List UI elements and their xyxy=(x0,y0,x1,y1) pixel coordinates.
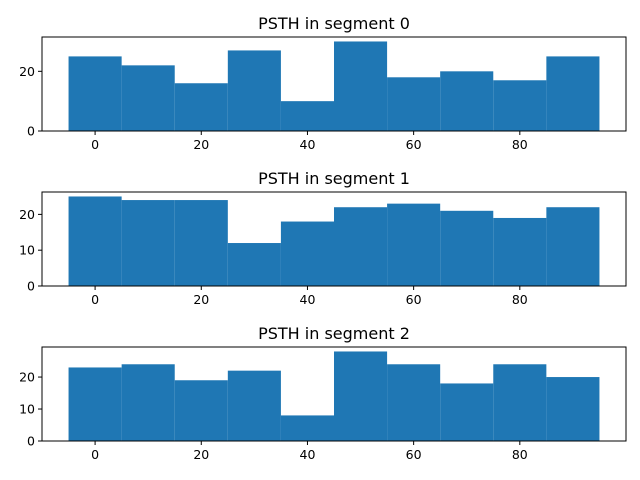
subplot-1-x-tick-label-80: 80 xyxy=(512,292,528,307)
subplot-1-bar-8 xyxy=(493,217,547,286)
subplot-0-bar-4 xyxy=(280,101,334,131)
subplot-1-bar-7 xyxy=(440,210,494,286)
subplot-2-bar-9 xyxy=(546,377,600,441)
subplot-0-bar-1 xyxy=(121,65,175,131)
subplot-0: PSTH in segment 0 0 20 40 60 80 0 20 xyxy=(19,14,627,152)
subplot-1-y-tick-label-0: 0 xyxy=(27,279,35,294)
subplot-1-bar-0 xyxy=(68,196,122,286)
subplot-1-bar-2 xyxy=(174,200,228,286)
subplot-1-y-tick-label-10: 10 xyxy=(19,243,35,258)
subplot-2-title: PSTH in segment 2 xyxy=(258,324,410,343)
subplot-2-x-tick-label-20: 20 xyxy=(193,447,209,462)
subplot-2-axes xyxy=(41,346,627,442)
subplot-0-bar-6 xyxy=(387,77,441,131)
subplot-0-bar-7 xyxy=(440,71,494,131)
subplot-0-x-tick-label-40: 40 xyxy=(300,137,316,152)
subplot-0-title: PSTH in segment 0 xyxy=(258,14,410,33)
subplot-1-bar-5 xyxy=(334,207,388,286)
subplot-1-bar-9 xyxy=(546,207,600,286)
subplot-2-bar-7 xyxy=(440,383,494,441)
subplot-2-bar-5 xyxy=(334,351,388,441)
subplot-0-bar-5 xyxy=(334,41,388,132)
subplot-0-bar-9 xyxy=(546,56,600,131)
subplot-1-y-tick-label-20: 20 xyxy=(19,207,35,222)
subplot-2-y-tick-label-20: 20 xyxy=(19,370,35,385)
subplot-2: PSTH in segment 2 0 20 40 60 80 0 10 20 xyxy=(19,324,627,462)
subplot-2-bar-6 xyxy=(387,364,441,441)
subplot-2-bar-4 xyxy=(280,415,334,441)
subplot-1-bar-1 xyxy=(121,200,175,286)
subplot-2-bar-3 xyxy=(227,370,281,441)
subplot-1-title: PSTH in segment 1 xyxy=(258,169,410,188)
subplot-0-bar-8 xyxy=(493,80,547,131)
subplot-2-bar-1 xyxy=(121,364,175,441)
subplot-2-bar-2 xyxy=(174,380,228,441)
subplot-1-bar-3 xyxy=(227,243,281,286)
subplot-0-y-tick-label-0: 0 xyxy=(27,124,35,139)
subplot-1-axes xyxy=(41,191,627,287)
subplot-0-axes xyxy=(41,36,627,132)
subplot-1-x-tick-label-60: 60 xyxy=(406,292,422,307)
subplot-0-bar-2 xyxy=(174,83,228,131)
subplot-2-bar-0 xyxy=(68,367,122,441)
subplot-2-x-tick-label-0: 0 xyxy=(91,447,99,462)
subplot-0-x-tick-label-80: 80 xyxy=(512,137,528,152)
subplot-1-x-tick-label-20: 20 xyxy=(193,292,209,307)
subplot-2-x-tick-label-80: 80 xyxy=(512,447,528,462)
subplot-1-bar-6 xyxy=(387,203,441,286)
subplot-2-x-tick-label-60: 60 xyxy=(406,447,422,462)
subplot-1-bar-4 xyxy=(280,221,334,286)
subplot-0-x-tick-label-20: 20 xyxy=(193,137,209,152)
subplot-1-x-tick-label-40: 40 xyxy=(300,292,316,307)
subplot-0-y-tick-label-20: 20 xyxy=(19,64,35,79)
subplot-0-bar-0 xyxy=(68,56,122,131)
subplot-0-bar-3 xyxy=(227,50,281,131)
subplot-0-x-tick-label-0: 0 xyxy=(91,137,99,152)
subplot-2-x-tick-label-40: 40 xyxy=(300,447,316,462)
subplot-1-x-tick-label-0: 0 xyxy=(91,292,99,307)
subplot-2-y-tick-label-0: 0 xyxy=(27,434,35,449)
subplot-2-y-tick-label-10: 10 xyxy=(19,402,35,417)
subplot-2-bar-8 xyxy=(493,364,547,441)
subplot-1: PSTH in segment 1 0 20 40 60 80 0 10 20 xyxy=(19,169,627,307)
subplot-0-x-tick-label-60: 60 xyxy=(406,137,422,152)
